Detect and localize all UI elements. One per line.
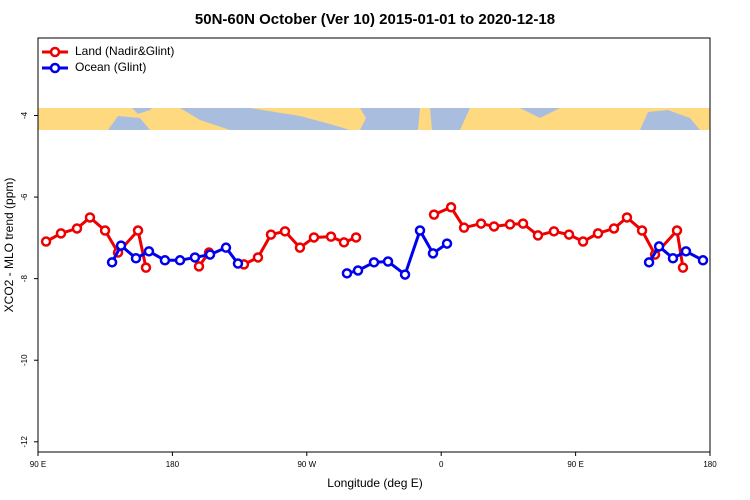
data-point	[308, 232, 320, 243]
data-point	[279, 226, 291, 237]
plot-frame	[37, 37, 711, 453]
data-point	[325, 231, 337, 242]
x-tick-label: 0	[439, 460, 444, 469]
series-line	[45, 205, 685, 268]
data-point	[667, 253, 679, 264]
map-strip	[38, 108, 710, 130]
data-point	[84, 212, 96, 223]
data-point	[99, 225, 111, 236]
data-point	[488, 221, 500, 232]
data-point	[643, 257, 655, 268]
legend-label: Land (Nadir&Glint)	[75, 44, 174, 58]
data-point	[445, 202, 457, 213]
y-tick-label: -12	[20, 435, 29, 447]
data-point	[427, 248, 439, 259]
legend-label: Ocean (Glint)	[75, 60, 146, 74]
x-tick-label: 90 E	[30, 460, 46, 469]
data-point	[40, 236, 52, 247]
data-point	[338, 237, 350, 248]
data-point	[608, 223, 620, 234]
data-point	[252, 252, 264, 263]
data-point	[140, 262, 152, 273]
data-point	[577, 236, 589, 247]
data-point	[193, 261, 205, 272]
data-point	[55, 228, 67, 239]
y-tick-label: -10	[20, 354, 29, 366]
data-point	[504, 219, 516, 230]
data-point	[232, 258, 244, 269]
data-point	[130, 253, 142, 264]
data-point	[204, 249, 216, 260]
data-point	[532, 230, 544, 241]
x-tick-label: 90 W	[297, 460, 316, 469]
data-point	[159, 255, 171, 266]
data-point	[350, 232, 362, 243]
data-point	[563, 229, 575, 240]
data-point	[115, 240, 127, 251]
data-point	[677, 262, 689, 273]
data-point	[697, 255, 709, 266]
data-point	[548, 226, 560, 237]
data-point	[265, 229, 277, 240]
y-tick-label: -8	[20, 275, 29, 283]
data-point	[636, 225, 648, 236]
data-point	[382, 256, 394, 267]
data-point	[143, 246, 155, 257]
data-point	[106, 257, 118, 268]
data-point	[441, 238, 453, 249]
x-axis-label: Longitude (deg E)	[327, 476, 422, 490]
chart-title: 50N-60N October (Ver 10) 2015-01-01 to 2…	[195, 11, 555, 28]
data-point	[71, 223, 83, 234]
data-point	[621, 212, 633, 223]
data-point	[399, 269, 411, 280]
x-tick-label: 90 E	[567, 460, 583, 469]
x-tick-label: 180	[166, 460, 180, 469]
data-point	[352, 265, 364, 276]
data-point	[294, 242, 306, 253]
data-point	[220, 242, 232, 253]
legend-marker	[49, 46, 61, 58]
data-point	[475, 218, 487, 229]
legend-marker	[49, 62, 61, 74]
data-point	[680, 246, 692, 257]
y-tick-label: -4	[20, 111, 29, 119]
data-point	[517, 218, 529, 229]
data-point	[174, 255, 186, 266]
x-tick-label: 180	[703, 460, 717, 469]
data-point	[341, 268, 353, 279]
data-point	[414, 225, 426, 236]
data-point	[368, 257, 380, 268]
data-point	[132, 225, 144, 236]
y-axis-label: XCO2 - MLO trend (ppm)	[2, 178, 16, 313]
data-point	[592, 228, 604, 239]
data-point	[428, 209, 440, 220]
data-point	[671, 225, 683, 236]
y-tick-label: -6	[20, 193, 29, 201]
data-point	[189, 252, 201, 263]
data-point	[458, 222, 470, 233]
data-point	[653, 241, 665, 252]
